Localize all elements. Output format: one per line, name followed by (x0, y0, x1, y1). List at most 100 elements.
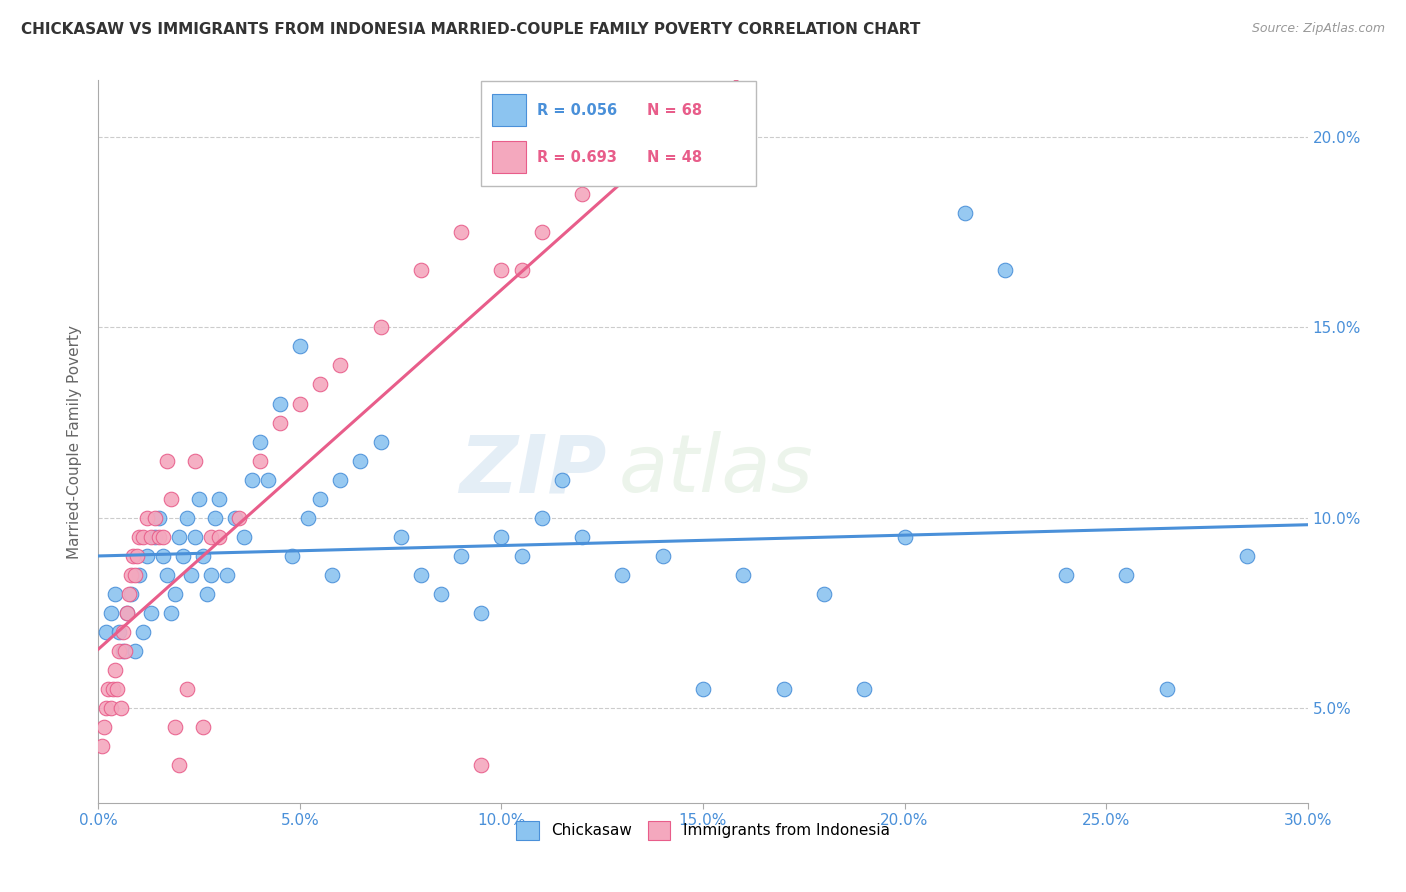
Point (132, 624, 155, 639)
Point (124, 643, 146, 657)
Point (121, 549, 143, 563)
Point (180, 567, 202, 582)
Point (163, 587, 186, 601)
Point (188, 491, 211, 506)
Text: R = 0.693: R = 0.693 (537, 150, 617, 165)
Point (152, 530, 174, 544)
Point (128, 530, 150, 544)
Point (692, 681, 714, 696)
Point (281, 549, 304, 563)
Point (125, 549, 148, 563)
Point (249, 453, 271, 467)
Point (269, 416, 291, 430)
Point (269, 396, 291, 410)
Point (96, 624, 118, 639)
Point (329, 359, 352, 373)
Point (309, 377, 332, 392)
Point (160, 491, 183, 506)
Point (953, 206, 976, 220)
Point (118, 587, 141, 601)
Point (115, 606, 138, 620)
Y-axis label: Married-Couple Family Poverty: Married-Couple Family Poverty (67, 325, 83, 558)
Point (288, 339, 311, 353)
Point (193, 720, 215, 734)
Point (389, 530, 412, 544)
Point (217, 567, 239, 582)
Point (193, 549, 215, 563)
Text: Source: ZipAtlas.com: Source: ZipAtlas.com (1251, 22, 1385, 36)
Point (571, 187, 593, 202)
Point (651, 549, 673, 563)
Point (124, 567, 146, 582)
Point (103, 587, 125, 601)
Point (853, 681, 876, 696)
Point (103, 663, 125, 677)
Text: CHICKASAW VS IMMIGRANTS FROM INDONESIA MARRIED-COUPLE FAMILY POVERTY CORRELATION: CHICKASAW VS IMMIGRANTS FROM INDONESIA M… (21, 22, 921, 37)
Point (813, 587, 835, 601)
Point (370, 320, 392, 334)
Point (430, 587, 453, 601)
Point (160, 606, 183, 620)
Point (100, 606, 122, 620)
Point (91, 739, 114, 753)
Point (132, 530, 155, 544)
Point (240, 473, 263, 487)
Text: atlas: atlas (619, 432, 813, 509)
Point (321, 567, 343, 582)
Point (256, 473, 278, 487)
Point (288, 396, 311, 410)
Point (107, 624, 129, 639)
Point (571, 530, 593, 544)
Point (772, 681, 794, 696)
Point (100, 700, 122, 714)
Point (135, 510, 157, 524)
Point (224, 510, 246, 524)
Point (93, 720, 115, 734)
Point (172, 549, 194, 563)
Point (204, 510, 226, 524)
Point (105, 681, 128, 696)
Point (470, 606, 492, 620)
Point (115, 606, 138, 620)
Point (297, 510, 319, 524)
Point (329, 473, 352, 487)
Point (120, 587, 142, 601)
Point (184, 453, 207, 467)
Point (1156, 681, 1178, 696)
Point (450, 549, 472, 563)
Point (470, 757, 492, 772)
Text: N = 48: N = 48 (647, 150, 702, 165)
Point (176, 681, 198, 696)
Point (530, 510, 553, 524)
Point (228, 510, 250, 524)
Point (1115, 567, 1137, 582)
Point (152, 549, 174, 563)
Point (491, 530, 513, 544)
Point (114, 643, 136, 657)
Point (135, 549, 157, 563)
Point (167, 530, 190, 544)
Point (551, 473, 574, 487)
Point (128, 567, 150, 582)
Point (200, 567, 222, 582)
Point (139, 606, 162, 620)
Point (97, 681, 120, 696)
Point (450, 226, 472, 240)
Point (143, 510, 166, 524)
Point (1236, 549, 1258, 563)
Point (163, 720, 186, 734)
Point (370, 434, 392, 449)
Point (176, 510, 198, 524)
Point (184, 530, 207, 544)
FancyBboxPatch shape (481, 81, 756, 186)
Point (96, 700, 118, 714)
Point (893, 530, 915, 544)
Text: R = 0.056: R = 0.056 (537, 103, 617, 118)
Point (309, 491, 332, 506)
Point (120, 567, 142, 582)
Point (510, 263, 533, 277)
Point (409, 567, 432, 582)
Point (409, 263, 432, 277)
Point (101, 681, 124, 696)
FancyBboxPatch shape (492, 141, 526, 173)
